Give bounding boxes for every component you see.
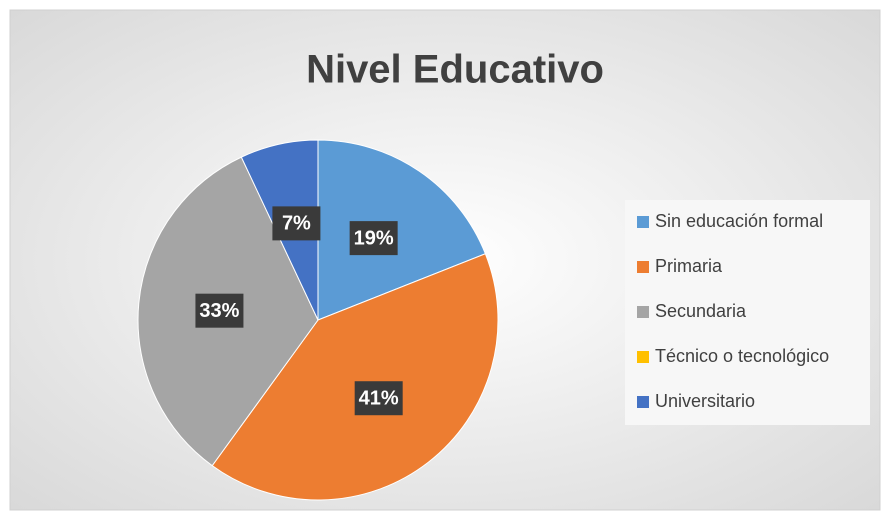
- legend-label: Sin educación formal: [655, 211, 823, 231]
- data-label-box: [195, 293, 244, 328]
- legend-label: Técnico o tecnológico: [655, 346, 829, 366]
- legend-swatch: [637, 306, 649, 318]
- pie-slice: [211, 253, 499, 501]
- data-label: 41%: [359, 388, 399, 410]
- pie-slice: [317, 139, 487, 321]
- data-label: 19%: [354, 227, 394, 249]
- data-label: 7%: [282, 213, 311, 235]
- data-label-box: [272, 206, 321, 241]
- data-label-box: [354, 381, 403, 416]
- legend-label: Universitario: [655, 391, 755, 411]
- data-label: 33%: [199, 300, 239, 322]
- legend-swatch: [637, 351, 649, 363]
- data-label-box: [349, 221, 398, 256]
- legend-swatch: [637, 261, 649, 273]
- legend: [625, 200, 870, 425]
- legend-label: Primaria: [655, 256, 723, 276]
- legend-swatch: [637, 216, 649, 228]
- legend-label: Secundaria: [655, 301, 747, 321]
- chart-title: Nivel Educativo: [306, 48, 604, 92]
- legend-swatch: [637, 396, 649, 408]
